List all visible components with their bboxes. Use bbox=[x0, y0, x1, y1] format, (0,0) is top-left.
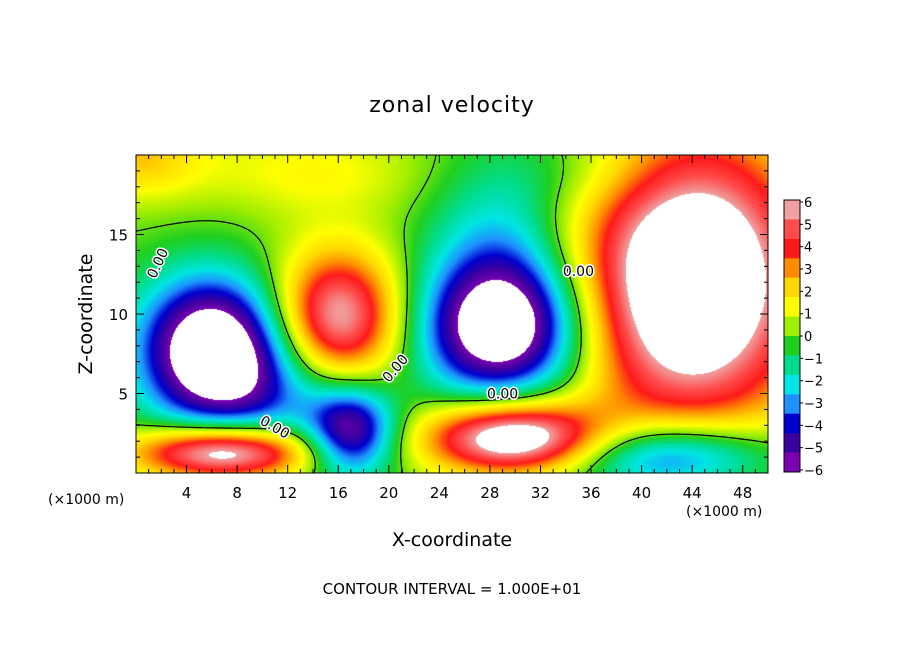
x-tick-label: 28 bbox=[480, 484, 499, 502]
x-tick-label: 16 bbox=[329, 484, 348, 502]
y-tick-label: 15 bbox=[109, 227, 128, 245]
colorbar-tick-label: −4 bbox=[804, 419, 823, 434]
colorbar: 6 5 4 3 2 1 0 −1 −2 −3 −4 −5 −6 bbox=[783, 196, 823, 479]
colorbar-swatch bbox=[784, 413, 800, 434]
y-tick-label: 5 bbox=[118, 386, 128, 404]
colorbar-swatch bbox=[784, 297, 800, 318]
contour-lines bbox=[135, 154, 769, 474]
x-tick-label: 36 bbox=[581, 484, 600, 502]
x-axis: 4 8 12 16 20 24 28 32 36 40 44 48 bbox=[148, 155, 756, 502]
colorbar-swatch bbox=[784, 258, 800, 279]
heatmap-field bbox=[136, 155, 768, 473]
x-tick-label: 4 bbox=[182, 484, 192, 502]
colorbar-tick-label: 2 bbox=[804, 285, 812, 300]
colorbar-swatch bbox=[784, 238, 800, 259]
colorbar-tick-label: 0 bbox=[804, 330, 812, 345]
x-tick-label: 44 bbox=[683, 484, 702, 502]
contour-label-group: 0.00 bbox=[485, 385, 519, 404]
x-axis-label: X-coordinate bbox=[392, 529, 512, 551]
colorbar-swatch bbox=[784, 433, 800, 454]
plot-area: 0.000.000.000.000.00 bbox=[135, 154, 769, 474]
colorbar-swatch bbox=[784, 200, 800, 220]
colorbar-tick-label: 6 bbox=[804, 196, 812, 211]
contour-label-group: 0.00 bbox=[561, 263, 595, 282]
y-axis-label: Z-coordinate bbox=[75, 254, 97, 375]
colorbar-swatch bbox=[784, 452, 800, 473]
x-tick-label: 32 bbox=[531, 484, 550, 502]
colorbar-tick-label: 3 bbox=[804, 263, 812, 278]
chart-title: zonal velocity bbox=[369, 93, 535, 118]
colorbar-swatch bbox=[784, 394, 800, 415]
colorbar-tick-label: 1 bbox=[804, 308, 812, 323]
colorbar-swatch bbox=[784, 316, 800, 337]
colorbar-swatch bbox=[784, 336, 800, 356]
colorbar-swatch bbox=[784, 219, 800, 240]
colorbar-tick-label: 5 bbox=[804, 218, 812, 233]
x-tick-label: 40 bbox=[632, 484, 651, 502]
contour-label: 0.00 bbox=[487, 387, 518, 403]
y-tick-label: 10 bbox=[109, 306, 128, 324]
colorbar-swatch bbox=[784, 277, 800, 298]
x-tick-label: 12 bbox=[278, 484, 297, 502]
contour-label: 0.00 bbox=[563, 264, 594, 280]
x-tick-label: 8 bbox=[232, 484, 242, 502]
x-tick-label: 24 bbox=[430, 484, 449, 502]
x-unit-left: (×1000 m) bbox=[48, 492, 124, 508]
y-axis: 5 10 15 bbox=[109, 170, 768, 458]
colorbar-tick-label: −5 bbox=[804, 442, 823, 457]
colorbar-swatch bbox=[784, 374, 800, 395]
colorbar-tick-label: −6 bbox=[804, 464, 823, 479]
x-tick-label: 48 bbox=[733, 484, 752, 502]
colorbar-tick-label: −1 bbox=[804, 352, 823, 367]
x-tick-label: 20 bbox=[379, 484, 398, 502]
colorbar-tick-label: −3 bbox=[804, 397, 823, 412]
colorbar-tick-label: −2 bbox=[804, 375, 823, 390]
contour-zero bbox=[135, 154, 769, 474]
colorbar-tick-label: 4 bbox=[804, 241, 812, 256]
colorbar-swatch bbox=[784, 355, 800, 376]
x-unit-right: (×1000 m) bbox=[686, 504, 762, 520]
contour-interval-footer: CONTOUR INTERVAL = 1.000E+01 bbox=[323, 580, 582, 598]
